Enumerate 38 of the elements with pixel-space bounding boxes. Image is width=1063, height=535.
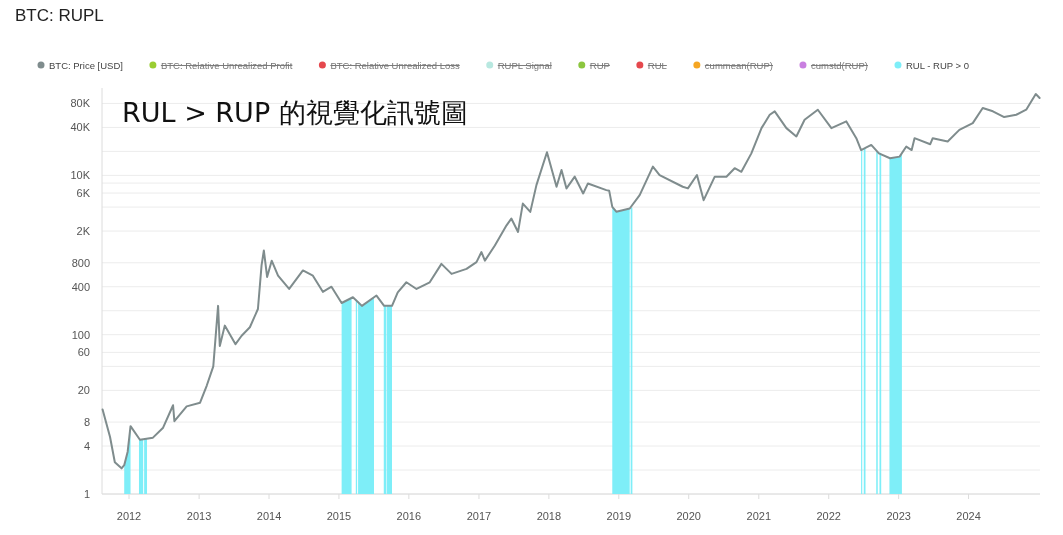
- x-tick-label: 2014: [256, 510, 282, 522]
- y-tick-label: 10K: [70, 169, 91, 182]
- x-tick-label: 2023: [886, 510, 911, 522]
- x-tick-label: 2020: [676, 510, 701, 522]
- x-tick-label: 2013: [186, 510, 212, 522]
- x-tick-label: 2021: [746, 510, 772, 522]
- legend-label: cumstd(RUP): [810, 59, 868, 71]
- y-tick-label: 60: [77, 346, 90, 359]
- y-tick-label: 100: [71, 328, 90, 341]
- legend-label: cummean(RUP): [704, 59, 773, 71]
- legend-label: RUPL Signal: [497, 59, 552, 71]
- y-tick-label: 800: [71, 256, 90, 269]
- chart-title: BTC: RUPL: [15, 6, 104, 25]
- x-tick-label: 2018: [536, 510, 562, 522]
- annotation: RUL > RUP 的視覺化訊號圖: [122, 96, 468, 128]
- y-tick-label: 40K: [70, 121, 91, 134]
- x-tick-label: 2016: [396, 510, 422, 522]
- legend-label: BTC: Price [USD]: [49, 59, 123, 71]
- x-tick-label: 2015: [326, 510, 352, 522]
- y-tick-label: 80K: [70, 97, 91, 110]
- y-tick-label: 2K: [76, 225, 91, 238]
- x-tick-label: 2012: [116, 510, 142, 522]
- legend-label: RUL: [647, 59, 667, 71]
- y-tick-label: 6K: [76, 187, 91, 200]
- x-tick-label: 2019: [606, 510, 632, 522]
- y-tick-label: 8: [83, 416, 90, 429]
- legend-label: BTC: Relative Unrealized Loss: [330, 59, 460, 71]
- y-tick-label: 400: [71, 280, 90, 293]
- legend-label: BTC: Relative Unrealized Profit: [160, 59, 293, 71]
- x-tick-label: 2022: [816, 510, 841, 522]
- y-tick-label: 20: [77, 384, 90, 397]
- legend-label: RUP: [589, 59, 610, 71]
- x-tick-label: 2017: [466, 510, 492, 522]
- y-tick-label: 1: [83, 488, 90, 500]
- legend-label: RUL - RUP > 0: [905, 59, 970, 71]
- y-tick-label: 4: [83, 440, 90, 453]
- x-tick-label: 2024: [956, 510, 981, 522]
- line-series: [101, 93, 1041, 470]
